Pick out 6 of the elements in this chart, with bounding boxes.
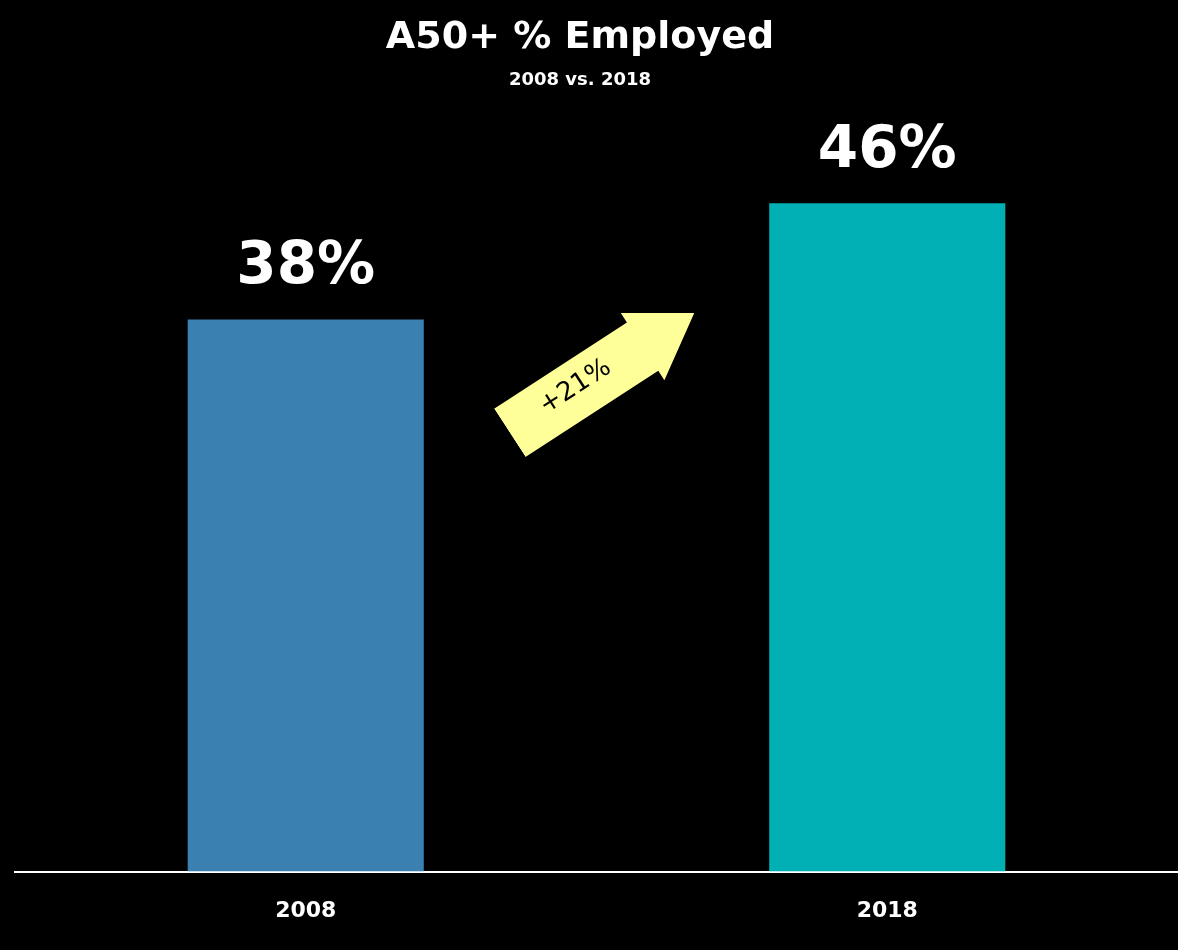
data-label: 38% [236,229,376,298]
chart-subtitle: 2008 vs. 2018 [508,67,652,89]
x-tick-label: 2008 [275,896,337,922]
x-tick-label: 2018 [856,896,918,922]
chart-title: A50+ % Employed [385,12,775,57]
data-label: 46% [817,113,957,182]
